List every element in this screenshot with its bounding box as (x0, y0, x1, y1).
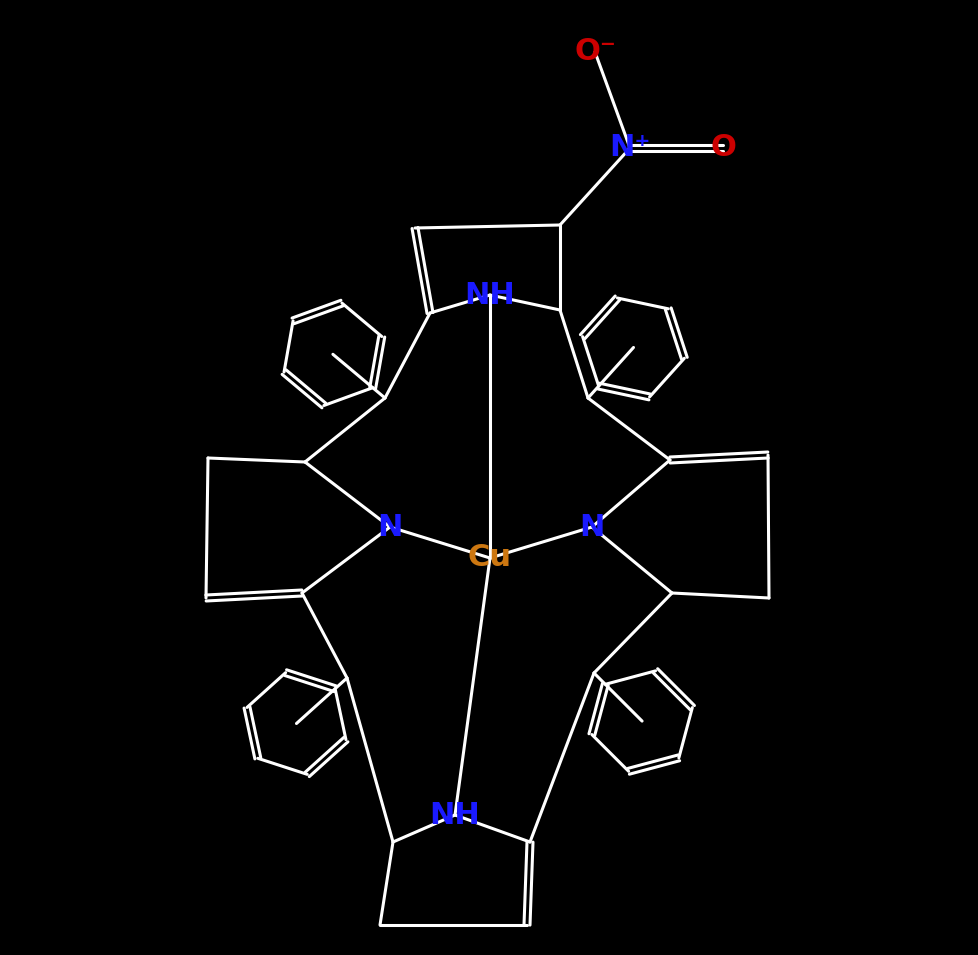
Text: N⁺: N⁺ (608, 134, 650, 162)
Text: N: N (579, 513, 604, 541)
Text: N: N (377, 513, 402, 541)
Text: NH: NH (465, 281, 514, 309)
Text: O⁻: O⁻ (573, 37, 615, 67)
Text: O: O (709, 134, 735, 162)
Text: NH: NH (429, 800, 480, 830)
Text: Cu: Cu (467, 543, 511, 572)
